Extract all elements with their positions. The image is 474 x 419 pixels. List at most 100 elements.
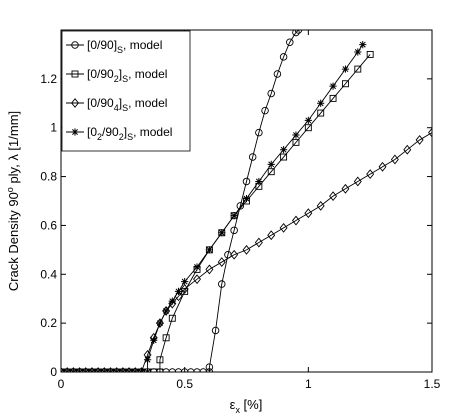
data-point-star <box>255 177 263 186</box>
data-point-diamond <box>63 367 72 372</box>
data-point-star <box>174 287 183 295</box>
data-point-circle <box>174 368 183 372</box>
data-point-circle <box>230 226 238 235</box>
data-point-circle <box>205 368 214 372</box>
y-tick-label: 0.6 <box>40 218 57 232</box>
legend-label-part: [0/90 <box>87 96 114 110</box>
data-point-circle <box>236 202 245 210</box>
y-tick-label: 1.2 <box>40 72 57 86</box>
legend-marker-star <box>71 128 79 136</box>
legend-label-part: [0 <box>87 125 97 139</box>
data-point-star <box>150 336 158 344</box>
data-point-square <box>366 50 374 58</box>
data-point-diamond <box>378 161 387 172</box>
data-point-square <box>317 109 325 117</box>
legend-label-part: , model <box>128 67 167 81</box>
legend-label-part: , model <box>133 125 172 139</box>
legend-marker-circle <box>71 41 79 49</box>
data-point-diamond <box>254 237 263 248</box>
legend-label-part: ] <box>119 67 122 81</box>
data-point-square <box>156 356 164 364</box>
x-tick-label: 1 <box>305 377 312 391</box>
legend-marker-diamond <box>71 98 79 108</box>
legend-label-subscript: 2 <box>119 132 124 142</box>
data-point-circle <box>255 128 263 137</box>
data-point-diamond <box>118 367 127 372</box>
x-axis-label-unit: [%] <box>240 397 262 412</box>
data-point-diamond <box>230 249 239 260</box>
data-point-diamond <box>106 367 115 372</box>
data-point-diamond <box>87 367 96 372</box>
data-point-square <box>267 168 275 176</box>
data-point-diamond <box>267 230 276 241</box>
data-point-star <box>242 194 251 203</box>
x-tick-label: 0 <box>58 377 65 391</box>
data-point-star <box>280 146 288 154</box>
legend-label-subscript: S <box>122 103 128 113</box>
data-point-circle <box>261 106 269 115</box>
data-point-diamond <box>168 298 177 309</box>
plot-frame <box>60 29 433 373</box>
data-point-diamond <box>304 208 313 219</box>
legend-label-part: ] <box>124 125 127 139</box>
legend-label-part: [0/90] <box>87 38 117 52</box>
data-point-circle <box>199 368 207 372</box>
data-point-diamond <box>316 200 325 211</box>
data-point-star <box>162 307 170 315</box>
y-axis-label: Crack Density 90o ply, λ [1/mm] <box>5 111 21 291</box>
legend-label: [0/902]S, model <box>87 67 167 84</box>
data-point-circle <box>162 368 170 372</box>
series-line <box>61 30 299 372</box>
data-point-diamond <box>100 367 109 372</box>
data-point-diamond <box>81 367 90 372</box>
data-point-circle <box>267 89 275 98</box>
data-point-star <box>354 48 362 56</box>
data-point-diamond <box>137 367 146 372</box>
data-point-circle <box>286 38 294 46</box>
data-point-square <box>329 94 337 102</box>
data-point-diamond <box>131 367 140 372</box>
legend: [0/90]S, model[0/902]S, model[0/904]S, m… <box>61 30 191 152</box>
data-point-square <box>156 368 164 372</box>
data-point-circle <box>187 368 195 372</box>
legend-label-part: [0/90 <box>87 67 114 81</box>
legend-label-subscript: 4 <box>114 103 119 113</box>
data-point-diamond <box>193 274 202 285</box>
data-point-star <box>359 41 367 49</box>
data-point-star <box>267 160 275 168</box>
data-point-diamond <box>291 215 300 226</box>
data-point-star <box>230 212 238 220</box>
data-point-circle <box>279 53 288 61</box>
y-tick-label: 0.2 <box>40 316 57 330</box>
legend-label-part: , model <box>128 96 167 110</box>
x-axis: 0 0.5 1 1.5 <box>58 30 441 391</box>
data-point-circle <box>273 70 282 78</box>
y-axis-label-rest: ply, λ [1/mm] <box>6 111 21 187</box>
data-point-diamond <box>390 154 399 165</box>
data-point-circle <box>211 326 220 335</box>
series-diamond <box>61 127 432 372</box>
data-point-star <box>304 116 312 124</box>
data-point-diamond <box>428 127 432 138</box>
data-point-diamond <box>180 284 189 294</box>
legend-label-part: /90 <box>102 125 119 139</box>
data-point-diamond <box>353 176 362 187</box>
legend-label: [02/902]S, model <box>87 125 172 142</box>
legend-label: [0/904]S, model <box>87 96 167 113</box>
legend-label: [0/90]S, model <box>87 38 162 55</box>
data-point-diamond <box>279 222 288 233</box>
data-point-diamond <box>403 144 412 155</box>
data-point-star <box>317 99 325 107</box>
legend-label-subscript: 2 <box>97 132 102 142</box>
data-point-square <box>304 124 312 132</box>
data-point-diamond <box>341 183 350 194</box>
data-point-square <box>280 153 288 161</box>
series-star <box>61 41 367 372</box>
data-point-circle <box>205 363 214 371</box>
x-tick-label: 1.5 <box>424 377 441 391</box>
data-point-circle <box>193 368 201 372</box>
data-point-diamond <box>69 367 78 372</box>
y-tick-label: 0.4 <box>40 267 57 281</box>
data-point-star <box>193 263 201 271</box>
